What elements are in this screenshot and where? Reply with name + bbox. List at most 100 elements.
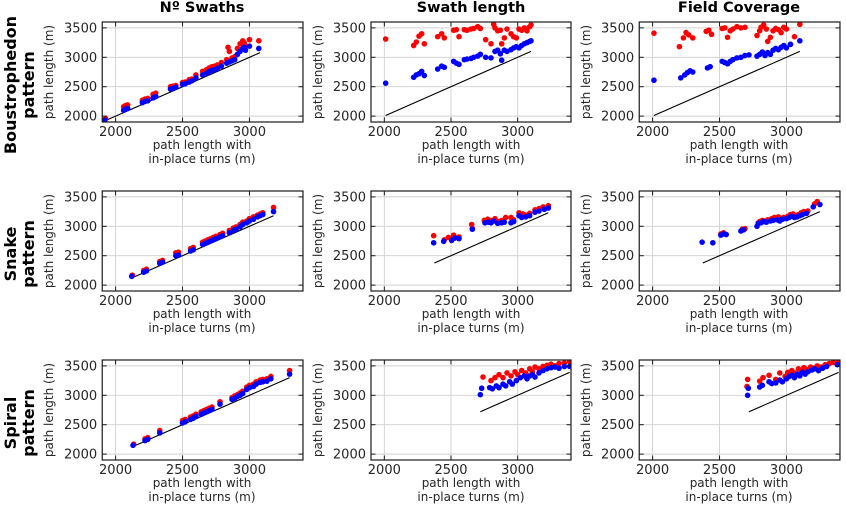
- chart-snake-field-coverage: 2000 2500 3000 2000 2500 3000 3500 path length…: [577, 169, 846, 338]
- svg-text:2000: 2000: [601, 448, 634, 463]
- y-axis-label: path length (m): [579, 193, 593, 289]
- svg-text:2000: 2000: [601, 279, 634, 294]
- svg-text:3500: 3500: [64, 359, 97, 374]
- chart-spiral-field-coverage: 2000 2500 3000 2000 2500 3000 3500 path length…: [577, 338, 846, 507]
- svg-text:3000: 3000: [601, 51, 634, 66]
- svg-text:2500: 2500: [64, 418, 97, 433]
- y-axis-label: path length (m): [311, 193, 325, 289]
- scatter-plot: 2000 2500 3000 2000 2500 3000 3500: [601, 190, 841, 309]
- scatter-plot: 2000 2500 3000 2000 2500 3000 3500: [601, 21, 841, 140]
- scatter-plot: 2000 2500 3000 2000 2500 3000 3500: [333, 190, 572, 309]
- chart-snake-swath-length: 2000 2500 3000 2000 2500 3000 3500 path length…: [309, 169, 577, 338]
- svg-text:3500: 3500: [333, 359, 366, 374]
- svg-text:2000: 2000: [636, 294, 669, 309]
- svg-text:2500: 2500: [166, 294, 199, 309]
- svg-text:2500: 2500: [166, 125, 199, 140]
- x-axis-label: path length with in-place turns (m): [417, 476, 525, 504]
- y-axis-label: path length (m): [579, 24, 593, 120]
- svg-text:2500: 2500: [434, 463, 467, 478]
- chart-spiral-swath-length: 2000 2500 3000 2000 2500 3000 3500 path length…: [309, 338, 577, 507]
- svg-text:3500: 3500: [64, 190, 97, 205]
- svg-text:3000: 3000: [233, 125, 266, 140]
- y-axis-label: path length (m): [311, 362, 325, 458]
- svg-text:3000: 3000: [501, 125, 534, 140]
- svg-text:2000: 2000: [64, 279, 97, 294]
- chart-title: Swath length: [416, 0, 526, 16]
- row-label-spiral: Spiral pattern: [0, 338, 40, 507]
- chart-snake-n-swaths: 2000 2500 3000 2000 2500 3000 3500 path length…: [40, 169, 309, 338]
- x-axis-label: path length with in-place turns (m): [685, 138, 793, 166]
- svg-text:2000: 2000: [99, 463, 132, 478]
- scatter-plot: 2000 2500 3000 2000 2500 3000 3500: [333, 21, 572, 140]
- chart-boustrophedon-field-coverage: Field Coverage 2000 2500 3000 2000 2500 3000 3…: [577, 0, 846, 169]
- svg-text:2000: 2000: [99, 125, 132, 140]
- svg-text:3000: 3000: [333, 389, 366, 404]
- svg-text:3000: 3000: [233, 463, 266, 478]
- svg-text:3000: 3000: [501, 463, 534, 478]
- svg-text:2000: 2000: [333, 448, 366, 463]
- svg-text:3500: 3500: [601, 359, 634, 374]
- x-axis-label: path length with in-place turns (m): [148, 476, 256, 504]
- svg-text:2000: 2000: [99, 294, 132, 309]
- svg-text:2000: 2000: [368, 125, 401, 140]
- chart-boustrophedon-n-swaths: Nº Swaths 2000 2500 3000 2000 2500 3000 3500 p…: [40, 0, 309, 169]
- x-axis-label: path length with in-place turns (m): [685, 476, 793, 504]
- svg-text:3000: 3000: [770, 294, 803, 309]
- svg-text:3000: 3000: [770, 125, 803, 140]
- x-axis-label: path length with in-place turns (m): [148, 307, 256, 335]
- row-label-boustrophedon-text: Boustrophedon pattern: [1, 15, 39, 154]
- y-axis-label: path length (m): [42, 362, 56, 458]
- svg-text:3000: 3000: [770, 463, 803, 478]
- x-axis-label: path length with in-place turns (m): [148, 138, 256, 166]
- row-label-snake-text: Snake pattern: [1, 219, 38, 288]
- svg-text:2000: 2000: [64, 448, 97, 463]
- svg-text:2500: 2500: [703, 463, 736, 478]
- scatter-plot: 2000 2500 3000 2000 2500 3000 3500: [64, 190, 304, 309]
- chart-boustrophedon-swath-length: Swath length 2000 2500 3000 2000 2500 3000 350…: [309, 0, 577, 169]
- svg-text:2000: 2000: [636, 463, 669, 478]
- svg-text:3000: 3000: [64, 389, 97, 404]
- svg-text:3000: 3000: [601, 389, 634, 404]
- y-axis-label: path length (m): [42, 24, 56, 120]
- y-axis-label: path length (m): [42, 193, 56, 289]
- svg-text:2000: 2000: [601, 110, 634, 125]
- svg-text:3000: 3000: [601, 220, 634, 235]
- svg-text:3500: 3500: [601, 190, 634, 205]
- x-axis-label: path length with in-place turns (m): [685, 307, 793, 335]
- svg-text:3000: 3000: [333, 51, 366, 66]
- svg-text:3000: 3000: [64, 51, 97, 66]
- chart-spiral-n-swaths: 2000 2500 3000 2000 2500 3000 3500 path length…: [40, 338, 309, 507]
- row-label-boustrophedon: Boustrophedon pattern: [0, 0, 40, 169]
- svg-text:2500: 2500: [64, 80, 97, 95]
- svg-text:2500: 2500: [333, 80, 366, 95]
- scatter-plot: 2000 2500 3000 2000 2500 3000 3500: [64, 21, 304, 140]
- svg-text:2500: 2500: [434, 294, 467, 309]
- row-label-snake: Snake pattern: [0, 169, 40, 338]
- svg-text:2000: 2000: [636, 125, 669, 140]
- svg-text:2000: 2000: [368, 294, 401, 309]
- chart-title: Nº Swaths: [159, 0, 245, 16]
- svg-text:3000: 3000: [333, 220, 366, 235]
- svg-text:2000: 2000: [368, 463, 401, 478]
- svg-text:2500: 2500: [333, 249, 366, 264]
- svg-text:2500: 2500: [434, 125, 467, 140]
- x-axis-label: path length with in-place turns (m): [417, 307, 525, 335]
- svg-text:2500: 2500: [166, 463, 199, 478]
- chart-title: Field Coverage: [677, 0, 801, 16]
- svg-text:3500: 3500: [601, 21, 634, 36]
- svg-text:2000: 2000: [64, 110, 97, 125]
- y-axis-label: path length (m): [579, 362, 593, 458]
- svg-text:2500: 2500: [703, 294, 736, 309]
- svg-text:3000: 3000: [233, 294, 266, 309]
- svg-text:2000: 2000: [333, 279, 366, 294]
- svg-text:2000: 2000: [333, 110, 366, 125]
- x-axis-label: path length with in-place turns (m): [417, 138, 525, 166]
- svg-text:3500: 3500: [333, 21, 366, 36]
- svg-text:2500: 2500: [601, 249, 634, 264]
- svg-text:2500: 2500: [601, 418, 634, 433]
- svg-text:3000: 3000: [64, 220, 97, 235]
- row-label-spiral-text: Spiral pattern: [1, 388, 38, 457]
- svg-text:2500: 2500: [333, 418, 366, 433]
- scatter-plot: 2000 2500 3000 2000 2500 3000 3500: [64, 359, 304, 478]
